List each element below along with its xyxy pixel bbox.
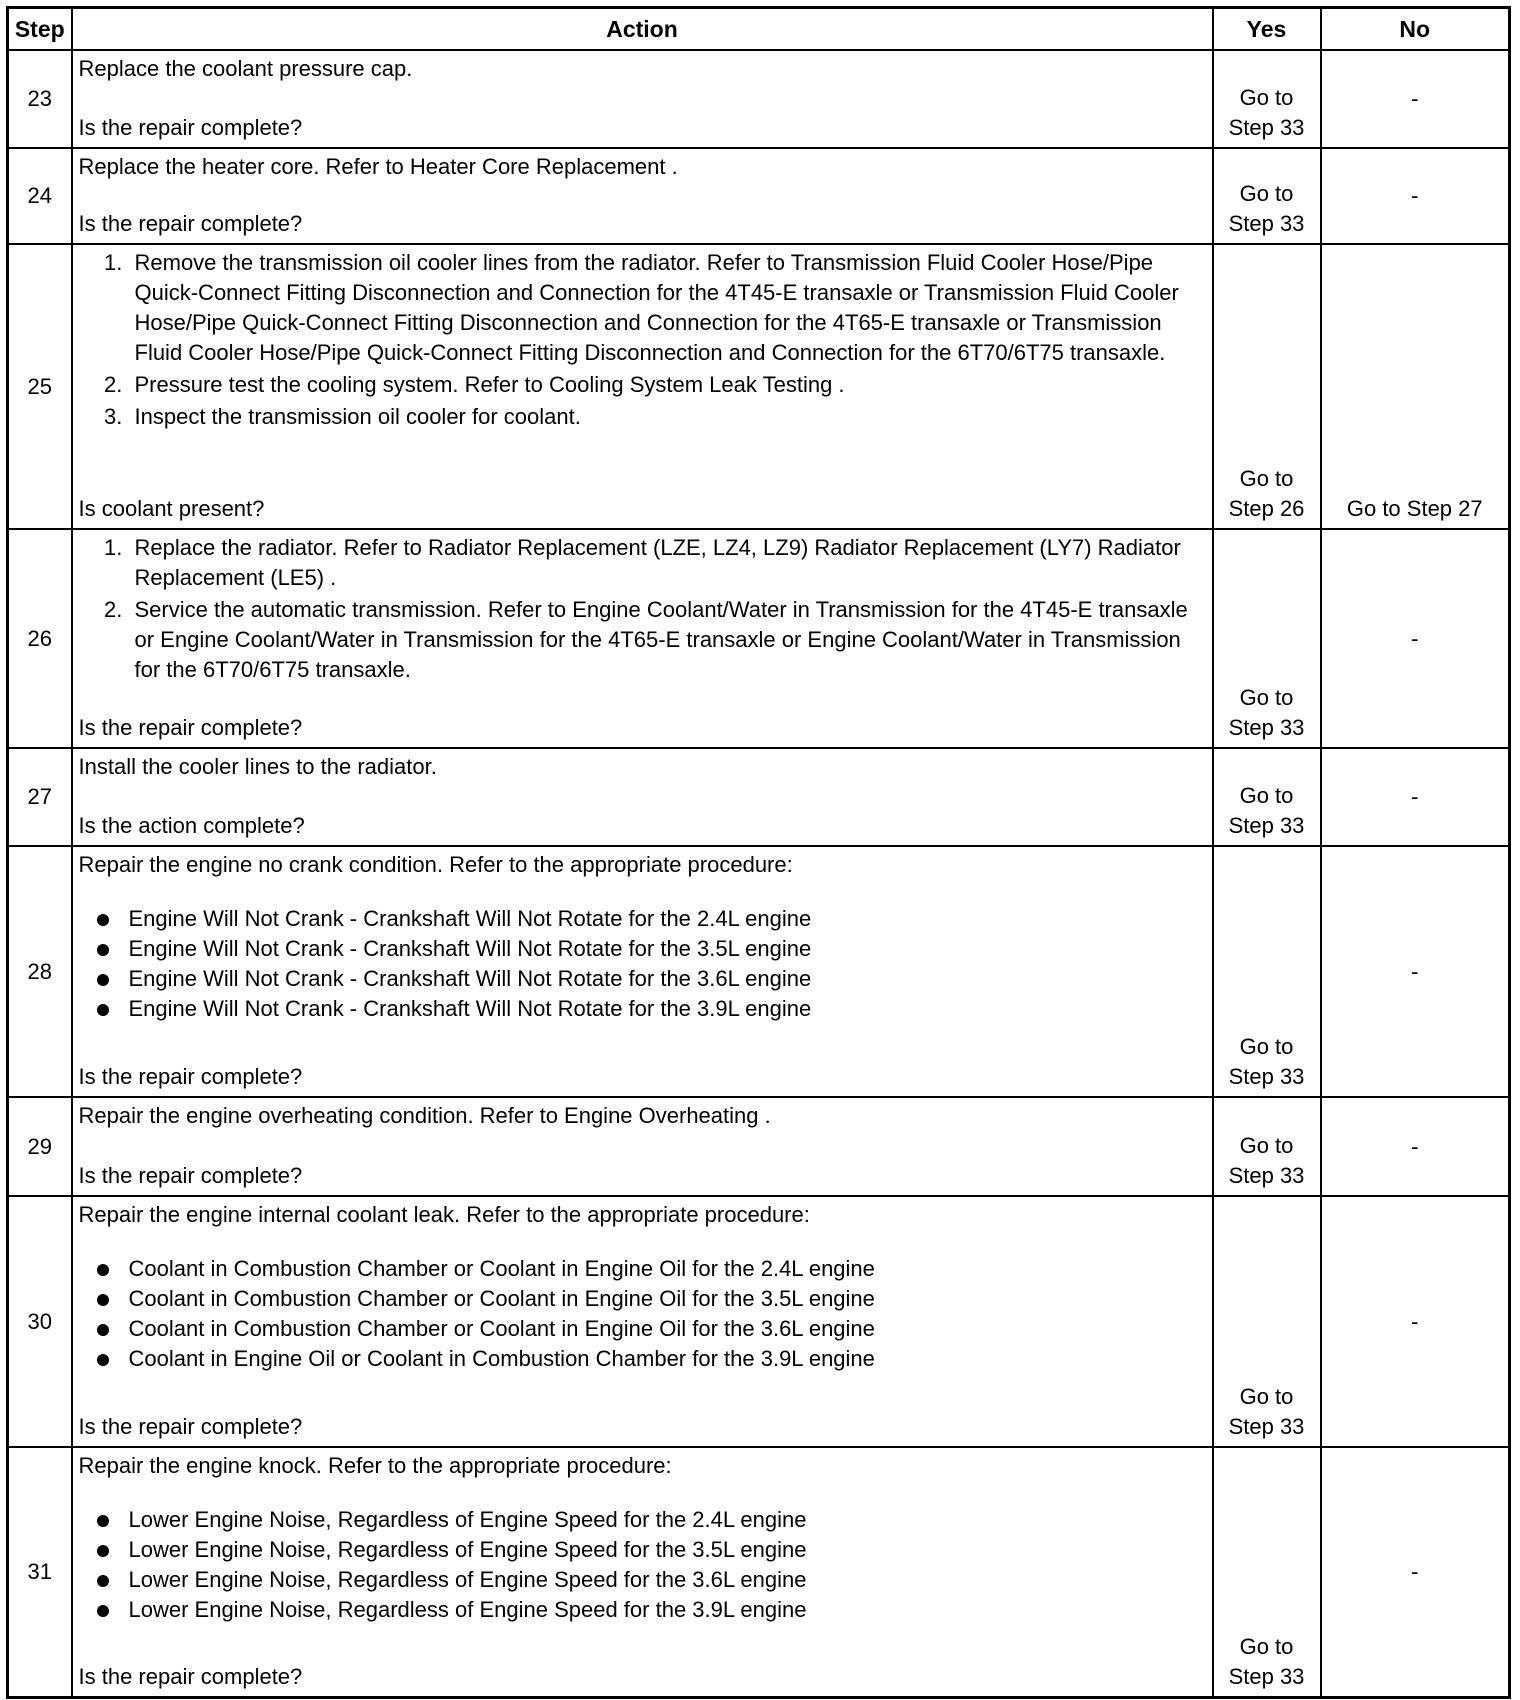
action-question: Is the repair complete?	[78, 715, 303, 740]
header-action: Action	[70, 6, 1214, 51]
table-row: 24 Replace the heater core. Refer to Heat…	[6, 147, 1511, 245]
no-cell: -	[1319, 528, 1511, 749]
table-row: 25 Remove the transmission oil cooler lin…	[6, 243, 1511, 530]
action-cell: Repair the engine overheating condition.…	[70, 1096, 1214, 1197]
bullet-item: Coolant in Combustion Chamber or Coolant…	[96, 1254, 1206, 1284]
yes-cell: Go to Step 33	[1211, 1096, 1322, 1197]
header-no: No	[1319, 6, 1511, 51]
no-cell: -	[1319, 49, 1511, 149]
yes-cell: Go to Step 33	[1211, 1195, 1322, 1448]
yes-cell: Go to Step 33	[1211, 49, 1322, 149]
bullet-list: Coolant in Combustion Chamber or Coolant…	[79, 1254, 1206, 1374]
action-cell: Replace the coolant pressure cap. Is the …	[70, 49, 1214, 149]
yes-cell: Go to Step 33	[1211, 747, 1322, 847]
step-number: 27	[6, 747, 73, 847]
action-intro: Repair the engine overheating condition.…	[78, 1103, 771, 1128]
bullet-item: Lower Engine Noise, Regardless of Engine…	[96, 1535, 1206, 1565]
numbered-item: Remove the transmission oil cooler lines…	[129, 248, 1206, 368]
header-step: Step	[6, 6, 73, 51]
diagnostic-table: Step Action Yes No 23 Replace the coolant…	[6, 6, 1511, 1699]
bullet-item: Lower Engine Noise, Regardless of Engine…	[96, 1505, 1206, 1535]
no-cell: -	[1319, 845, 1511, 1098]
no-cell: -	[1319, 147, 1511, 245]
yes-cell: Go to Step 33	[1211, 147, 1322, 245]
table-row: 27 Install the cooler lines to the radiat…	[6, 747, 1511, 847]
no-cell: Go to Step 27	[1319, 243, 1511, 530]
numbered-list: Remove the transmission oil cooler lines…	[79, 248, 1206, 432]
no-cell: -	[1319, 1195, 1511, 1448]
step-number: 28	[6, 845, 73, 1098]
step-number: 29	[6, 1096, 73, 1197]
table-row: 26 Replace the radiator. Refer to Radiato…	[6, 528, 1511, 749]
no-cell: -	[1319, 747, 1511, 847]
action-intro: Replace the heater core. Refer to Heater…	[78, 154, 678, 179]
table-row: 30 Repair the engine internal coolant lea…	[6, 1195, 1511, 1448]
action-intro: Repair the engine internal coolant leak.…	[78, 1202, 810, 1227]
action-cell: Repair the engine internal coolant leak.…	[70, 1195, 1214, 1448]
bullet-item: Lower Engine Noise, Regardless of Engine…	[96, 1565, 1206, 1595]
numbered-item: Inspect the transmission oil cooler for …	[129, 402, 1206, 432]
action-cell: Install the cooler lines to the radiator…	[70, 747, 1214, 847]
step-number: 24	[6, 147, 73, 245]
action-question: Is the repair complete?	[78, 115, 303, 140]
table-row: 31 Repair the engine knock. Refer to the …	[6, 1446, 1511, 1699]
table-row: 23 Replace the coolant pressure cap. Is th…	[6, 49, 1511, 149]
table-row: 29 Repair the engine overheating conditio…	[6, 1096, 1511, 1197]
action-question: Is the repair complete?	[78, 1064, 303, 1089]
yes-cell: Go to Step 33	[1211, 1446, 1322, 1699]
action-question: Is the repair complete?	[78, 1414, 303, 1439]
action-cell: Repair the engine knock. Refer to the ap…	[70, 1446, 1214, 1699]
action-question: Is the repair complete?	[78, 1664, 303, 1689]
action-intro: Repair the engine knock. Refer to the ap…	[78, 1453, 672, 1478]
bullet-item: Coolant in Combustion Chamber or Coolant…	[96, 1284, 1206, 1314]
action-intro: Replace the coolant pressure cap.	[78, 56, 413, 81]
step-number: 25	[6, 243, 73, 530]
yes-cell: Go to Step 26	[1211, 243, 1322, 530]
action-cell: Replace the heater core. Refer to Heater…	[70, 147, 1214, 245]
bullet-item: Lower Engine Noise, Regardless of Engine…	[96, 1595, 1206, 1625]
table-row: 28 Repair the engine no crank condition. …	[6, 845, 1511, 1098]
step-number: 26	[6, 528, 73, 749]
no-cell: -	[1319, 1446, 1511, 1699]
yes-cell: Go to Step 33	[1211, 845, 1322, 1098]
bullet-item: Engine Will Not Crank - Crankshaft Will …	[96, 994, 1206, 1024]
yes-cell: Go to Step 33	[1211, 528, 1322, 749]
action-cell: Repair the engine no crank condition. Re…	[70, 845, 1214, 1098]
action-intro: Install the cooler lines to the radiator…	[78, 754, 437, 779]
numbered-item: Service the automatic transmission. Refe…	[129, 595, 1206, 685]
action-intro: Repair the engine no crank condition. Re…	[78, 852, 793, 877]
bullet-item: Engine Will Not Crank - Crankshaft Will …	[96, 904, 1206, 934]
bullet-list: Engine Will Not Crank - Crankshaft Will …	[79, 904, 1206, 1024]
numbered-item: Pressure test the cooling system. Refer …	[129, 370, 1206, 400]
action-cell: Replace the radiator. Refer to Radiator …	[70, 528, 1214, 749]
bullet-item: Engine Will Not Crank - Crankshaft Will …	[96, 964, 1206, 994]
action-question: Is coolant present?	[78, 496, 265, 521]
bullet-item: Coolant in Combustion Chamber or Coolant…	[96, 1314, 1206, 1344]
numbered-list: Replace the radiator. Refer to Radiator …	[79, 533, 1206, 685]
action-cell: Remove the transmission oil cooler lines…	[70, 243, 1214, 530]
action-question: Is the action complete?	[78, 813, 305, 838]
bullet-item: Coolant in Engine Oil or Coolant in Comb…	[96, 1344, 1206, 1374]
bullet-item: Engine Will Not Crank - Crankshaft Will …	[96, 934, 1206, 964]
step-number: 30	[6, 1195, 73, 1448]
numbered-item: Replace the radiator. Refer to Radiator …	[129, 533, 1206, 593]
header-row: Step Action Yes No	[6, 6, 1511, 51]
no-cell: -	[1319, 1096, 1511, 1197]
action-question: Is the repair complete?	[78, 1163, 303, 1188]
step-number: 23	[6, 49, 73, 149]
action-question: Is the repair complete?	[78, 211, 303, 236]
bullet-list: Lower Engine Noise, Regardless of Engine…	[79, 1505, 1206, 1625]
header-yes: Yes	[1211, 6, 1322, 51]
step-number: 31	[6, 1446, 73, 1699]
